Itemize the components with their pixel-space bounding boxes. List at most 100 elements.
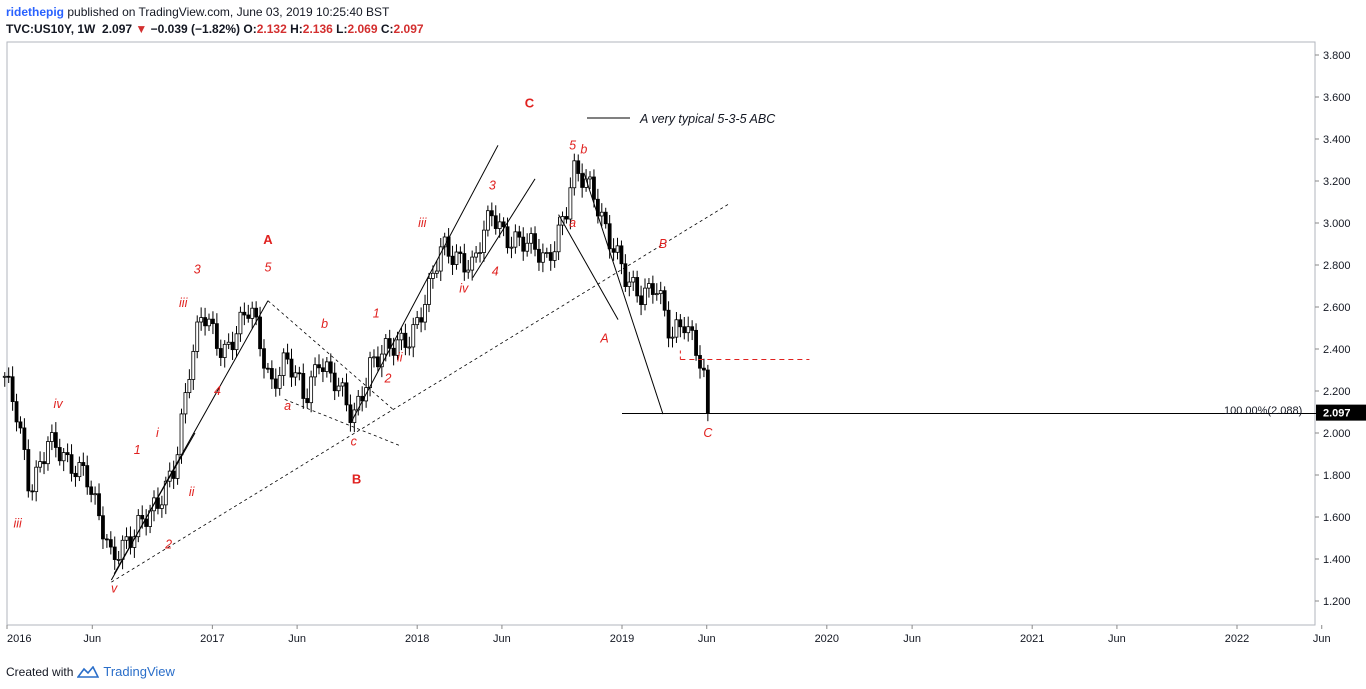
candle-body [273, 378, 278, 389]
candles [2, 153, 710, 570]
candle-body [438, 246, 443, 272]
candle-body [580, 173, 585, 188]
candle-body [647, 283, 651, 289]
wave-label: 2 [164, 538, 172, 552]
candle-body [478, 252, 482, 254]
candle-body [556, 224, 561, 253]
candle-body [599, 211, 604, 217]
fib-label: 100.00%(2.088) [1224, 405, 1302, 417]
candle-body [348, 404, 353, 424]
candle-body [242, 311, 247, 316]
y-tick-label: 2.600 [1323, 302, 1351, 314]
candle-body [73, 472, 78, 478]
candle-body [317, 364, 321, 369]
candle-body [537, 248, 541, 263]
created-with-text: Created with [6, 664, 74, 679]
candle-body [297, 372, 302, 375]
candle-body [61, 452, 66, 462]
candle-body [207, 318, 211, 327]
candle-body [505, 226, 510, 249]
candle-body [159, 504, 164, 509]
candle-body [187, 379, 192, 394]
candle-body [57, 447, 62, 462]
candle-body [269, 368, 274, 380]
candle-body [332, 372, 337, 392]
candle-body [336, 385, 341, 392]
candle-body [116, 558, 121, 561]
brand-name[interactable]: TradingView [103, 664, 175, 679]
x-tick-label: Jun [83, 633, 101, 645]
candle-body [97, 493, 101, 517]
candle-body [423, 304, 427, 323]
wave-label: A [263, 232, 273, 247]
candle-body [293, 372, 298, 378]
candle-body [690, 326, 695, 331]
wave-label: B [352, 471, 361, 486]
y-tick-label: 2.800 [1323, 260, 1351, 272]
candle-body [46, 441, 50, 465]
candle-body [521, 236, 526, 252]
candle-body [281, 352, 286, 376]
candle-body [533, 233, 537, 250]
wave-label: A [599, 332, 608, 346]
high-value: 2.136 [302, 22, 333, 36]
channel-line [113, 432, 196, 574]
candle-body [513, 231, 518, 248]
candle-body [525, 242, 530, 252]
symbol-label: TVC:US10Y, 1W [6, 22, 96, 36]
candle-body [49, 432, 54, 442]
candle-body [368, 357, 372, 389]
candle-body [434, 270, 439, 274]
candle-body [466, 269, 471, 273]
price-chart[interactable]: 3.800 3.600 3.400 3.200 3.000 2.800 2.600 2.400… [0, 0, 1366, 660]
y-axis: 3.800 3.600 3.400 3.200 3.000 2.800 2.600 2.400… [1314, 42, 1351, 625]
candle-body [686, 326, 691, 334]
x-tick-label: 2019 [610, 633, 634, 645]
wave-label: 3 [489, 178, 496, 192]
candle-body [258, 316, 262, 350]
candle-body [179, 413, 184, 456]
candle-body [407, 346, 412, 349]
wave-label: C [525, 96, 535, 111]
candle-body [603, 211, 608, 225]
candle-body [552, 251, 557, 261]
candle-body [163, 480, 168, 506]
candle-body [376, 356, 380, 368]
last-price-box [1316, 404, 1366, 421]
candle-body [289, 358, 294, 378]
impulse-line [350, 145, 499, 423]
publisher-name[interactable]: ridethepig [6, 5, 65, 19]
x-tick-label: 2021 [1020, 633, 1044, 645]
candle-body [399, 332, 404, 341]
x-tick-label: Jun [903, 633, 921, 645]
candle-body [301, 373, 306, 399]
x-tick-label: 2018 [405, 633, 429, 645]
price-change: −0.039 (−1.82%) [150, 22, 241, 36]
candle-body [2, 375, 7, 378]
last-price: 2.097 [102, 22, 133, 36]
candle-body [509, 246, 514, 249]
candle-body [611, 248, 616, 253]
wave-label: 2 [384, 372, 392, 386]
candle-body [328, 361, 333, 374]
wave-label: iv [459, 281, 469, 295]
wave-label: 5 [264, 260, 271, 274]
candle-body [674, 319, 679, 338]
candle-body [234, 333, 239, 351]
candle-body [379, 353, 384, 368]
trendline-dotted [111, 203, 729, 583]
candle-body [38, 461, 43, 468]
candle-body [112, 546, 117, 560]
impulse-line [583, 172, 664, 415]
candle-body [623, 263, 628, 287]
candle-body [324, 361, 329, 372]
wave-label: B [659, 237, 667, 251]
candle-body [340, 382, 345, 387]
y-tick-label: 1.400 [1323, 554, 1351, 566]
channel-line [558, 214, 619, 320]
y-tick-label: 1.800 [1323, 470, 1351, 482]
y-tick-label: 3.400 [1323, 134, 1351, 146]
candle-body [631, 277, 636, 283]
candle-body [372, 356, 376, 359]
candle-body [446, 236, 451, 257]
